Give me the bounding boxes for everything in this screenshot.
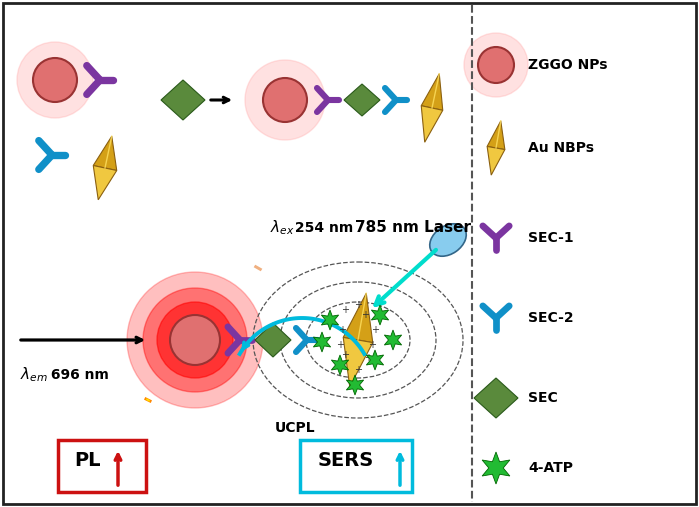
- Polygon shape: [421, 106, 442, 142]
- Text: +: +: [361, 310, 369, 320]
- Circle shape: [157, 302, 233, 378]
- Text: +: +: [368, 340, 376, 350]
- Polygon shape: [346, 375, 363, 395]
- Polygon shape: [474, 378, 518, 418]
- Text: +: +: [364, 353, 372, 363]
- Polygon shape: [421, 74, 442, 111]
- Circle shape: [170, 315, 220, 365]
- Ellipse shape: [430, 224, 466, 256]
- Polygon shape: [331, 355, 349, 375]
- Text: ZGGO NPs: ZGGO NPs: [528, 58, 607, 72]
- Text: 785 nm Laser: 785 nm Laser: [355, 221, 471, 235]
- Text: UCPL: UCPL: [275, 421, 315, 435]
- Polygon shape: [93, 136, 117, 170]
- Polygon shape: [366, 350, 384, 370]
- Polygon shape: [313, 332, 331, 352]
- Circle shape: [33, 58, 77, 102]
- Text: 696 nm: 696 nm: [46, 368, 109, 382]
- Text: +: +: [354, 300, 362, 310]
- Text: Au NBPs: Au NBPs: [528, 141, 594, 155]
- Text: +: +: [354, 365, 362, 375]
- Polygon shape: [322, 310, 338, 330]
- Circle shape: [464, 33, 528, 97]
- Text: $\lambda_{em}$: $\lambda_{em}$: [20, 366, 48, 384]
- Text: SEC-1: SEC-1: [528, 231, 574, 245]
- Polygon shape: [371, 305, 389, 325]
- Polygon shape: [247, 242, 269, 294]
- FancyBboxPatch shape: [300, 440, 412, 492]
- Polygon shape: [140, 373, 157, 427]
- Text: PL: PL: [75, 451, 101, 469]
- Polygon shape: [255, 323, 291, 357]
- Text: 254 nm: 254 nm: [290, 221, 353, 235]
- Text: SEC: SEC: [528, 391, 558, 405]
- Polygon shape: [487, 147, 505, 175]
- Polygon shape: [143, 383, 152, 417]
- Polygon shape: [161, 80, 205, 120]
- Text: +: +: [336, 340, 344, 350]
- Text: 4-ATP: 4-ATP: [528, 461, 573, 475]
- Polygon shape: [482, 452, 510, 484]
- Circle shape: [17, 42, 93, 118]
- Text: +: +: [341, 350, 349, 360]
- Text: +: +: [341, 305, 349, 315]
- Polygon shape: [343, 293, 373, 343]
- Circle shape: [127, 272, 263, 408]
- Polygon shape: [343, 337, 373, 387]
- Circle shape: [143, 288, 247, 392]
- Circle shape: [478, 47, 514, 83]
- Polygon shape: [487, 121, 505, 150]
- Circle shape: [263, 78, 307, 122]
- Text: SERS: SERS: [318, 451, 374, 469]
- Text: +: +: [338, 325, 346, 335]
- Text: SEC-2: SEC-2: [528, 311, 574, 325]
- FancyBboxPatch shape: [58, 440, 146, 492]
- Polygon shape: [344, 84, 380, 116]
- Text: +: +: [371, 325, 379, 335]
- Polygon shape: [93, 165, 117, 200]
- Polygon shape: [384, 330, 402, 350]
- Text: $\lambda_{ex}$: $\lambda_{ex}$: [270, 219, 295, 237]
- Circle shape: [245, 60, 325, 140]
